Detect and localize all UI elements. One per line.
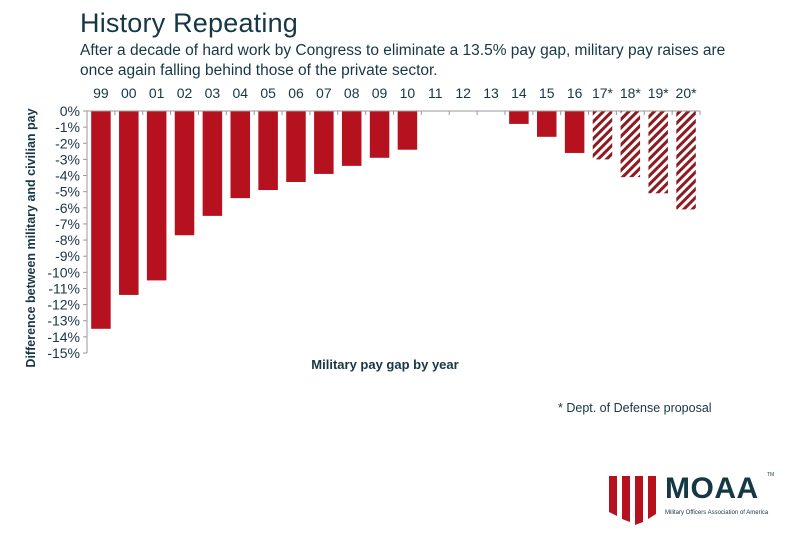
bar-projected [592, 111, 613, 160]
x-category-label: 01 [149, 85, 165, 101]
x-category-label: 00 [121, 85, 137, 101]
x-category-label: 05 [260, 85, 276, 101]
x-category-label: 16 [567, 85, 583, 101]
bar [341, 111, 362, 166]
x-category-label: 10 [400, 85, 416, 101]
y-tick-label: -15% [47, 345, 80, 361]
y-tick-label: -1% [55, 119, 80, 135]
y-tick-label: -2% [55, 135, 80, 151]
bars [91, 111, 696, 329]
y-tick-label: -5% [55, 184, 80, 200]
y-tick-label: -14% [47, 329, 80, 345]
x-category-label: 15 [539, 85, 555, 101]
footnote: * Dept. of Defense proposal [558, 401, 712, 415]
x-category-label: 20* [676, 85, 698, 101]
x-category-label: 13 [483, 85, 499, 101]
bar-projected [676, 111, 696, 210]
chart-subtitle: After a decade of hard work by Congress … [80, 42, 726, 79]
x-category-label: 08 [344, 85, 360, 101]
bar [397, 111, 418, 150]
y-tick-label: -12% [47, 297, 80, 313]
x-category-label: 17* [592, 85, 614, 101]
x-category-label: 07 [316, 85, 332, 101]
x-category-label: 14 [511, 85, 527, 101]
x-category-label: 19* [648, 85, 670, 101]
y-tick-label: -4% [55, 168, 80, 184]
y-axis-ticks: 0%-1%-2%-3%-4%-5%-6%-7%-8%-9%-10%-11%-12… [47, 103, 87, 361]
bar [369, 111, 390, 158]
bar [536, 111, 557, 137]
logo-tagline: Military Officers Association of America [665, 510, 769, 516]
x-category-label: 99 [93, 85, 109, 101]
bar [91, 111, 111, 329]
y-tick-label: -3% [55, 151, 80, 167]
logo-trademark: TM [767, 472, 775, 478]
bar [174, 111, 195, 236]
y-tick-label: -7% [55, 216, 80, 232]
x-category-label: 06 [288, 85, 304, 101]
y-axis-title: Difference between military and civilian… [24, 108, 38, 367]
stripes-icon [609, 476, 656, 525]
chart-title: History Repeating [80, 8, 299, 38]
y-tick-label: -6% [55, 200, 80, 216]
bar [230, 111, 251, 199]
bar [258, 111, 278, 191]
x-category-label: 12 [455, 85, 471, 101]
bar-projected [648, 111, 668, 194]
x-axis-title: Military pay gap by year [311, 357, 458, 372]
moaa-logo: MOAA TM Military Officers Association of… [607, 472, 777, 528]
x-category-label: 02 [177, 85, 193, 101]
x-category-label: 04 [232, 85, 248, 101]
bar [564, 111, 585, 153]
y-tick-label: -11% [48, 280, 80, 296]
y-tick-label: -10% [47, 264, 80, 280]
x-category-label: 11 [428, 85, 443, 101]
x-category-label: 18* [620, 85, 642, 101]
bar [509, 111, 529, 124]
x-axis-categories: 99 00 01 02 03 04 05 06 07 08 09 10 11 12 13 14 15 16 17* 1… [93, 85, 701, 115]
bar-projected [620, 111, 641, 178]
y-tick-label: -9% [55, 248, 80, 264]
bar [286, 111, 306, 182]
bar [314, 111, 334, 174]
bar [202, 111, 223, 216]
logo-wordmark: MOAA [665, 472, 759, 505]
x-category-label: 03 [205, 85, 221, 101]
bar [146, 111, 167, 281]
y-tick-label: -8% [55, 232, 80, 248]
y-tick-label: 0% [60, 103, 80, 119]
x-category-label: 09 [372, 85, 388, 101]
y-tick-label: -13% [47, 313, 80, 329]
bar [119, 111, 139, 295]
